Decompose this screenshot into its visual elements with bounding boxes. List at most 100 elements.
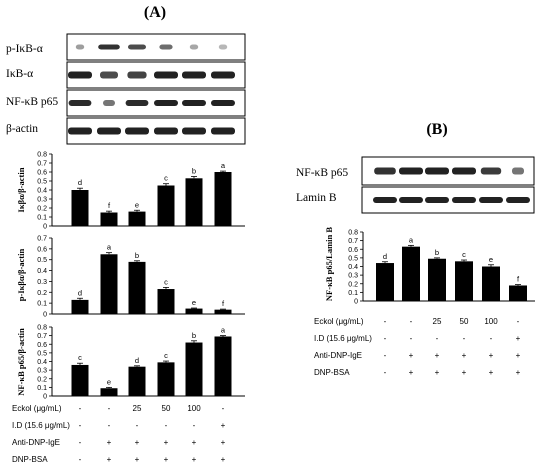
chart4-ylabel: NF-κB p65/Lamin B xyxy=(324,227,334,301)
blot-band xyxy=(189,44,199,50)
condition-value: + xyxy=(221,455,226,464)
chart-p-ikba: 0 0.1 0.2 0.3 0.4 0.5 0.6 0.7 d a b c e f xyxy=(37,236,245,319)
significance-letter: f xyxy=(222,299,225,308)
bar xyxy=(455,261,473,301)
chart-nfkb-b: 0 0.1 0.20.3 0.4 0.50.6 0.70.8 d a b c e f xyxy=(348,230,535,306)
condition-value: + xyxy=(164,438,169,447)
condition-value: - xyxy=(108,404,111,413)
y-tick-label: 0.4 xyxy=(348,264,358,271)
blot-band xyxy=(182,127,206,135)
condition-value: - xyxy=(384,334,387,343)
chart3-ylabel: NF-κB p65/β-actin xyxy=(16,328,26,396)
significance-letter: e xyxy=(135,200,139,209)
y-tick-label: 0.2 xyxy=(37,290,47,297)
bar xyxy=(509,285,527,301)
significance-letter: b xyxy=(192,331,196,340)
significance-letter: b xyxy=(435,248,439,257)
condition-value: + xyxy=(221,421,226,430)
y-tick-label: 0.2 xyxy=(37,376,47,383)
blot-frame-p-ikba xyxy=(66,33,246,61)
blot-band xyxy=(154,100,178,106)
condition-value: - xyxy=(79,438,82,447)
bar xyxy=(71,364,89,396)
significance-letter: c xyxy=(164,277,168,286)
condition-value: + xyxy=(489,351,494,360)
bar xyxy=(128,261,146,314)
blot-label-b-actin: β-actin xyxy=(6,123,38,135)
y-tick-label: 0 xyxy=(43,394,47,401)
chart-nfkb-a: 0 0.1 0.20.3 0.4 0.50.6 0.70.8 c e d c b a xyxy=(37,325,245,401)
y-tick-label: 0.6 xyxy=(37,342,47,349)
y-tick-label: 0.7 xyxy=(37,161,47,168)
significance-letter: c xyxy=(462,250,466,259)
bar xyxy=(185,308,203,314)
significance-letter: f xyxy=(108,201,111,210)
conditions-table-b: Eckol (μg/mL) - - 25 50 100 - I.D (15.6 μg/mL) -… xyxy=(314,317,521,377)
blot-band xyxy=(399,197,423,203)
y-tick-label: 0 xyxy=(43,224,47,231)
condition-value: - xyxy=(79,455,82,464)
chart1-ylabel: Iκβα/β-actin xyxy=(16,167,26,212)
blot-band xyxy=(211,100,235,106)
blot-band xyxy=(211,71,235,79)
bar xyxy=(100,212,118,226)
condition-value: + xyxy=(192,438,197,447)
condition-value: 25 xyxy=(433,317,442,326)
bar xyxy=(402,246,420,301)
blot-band xyxy=(512,167,524,175)
blot-band xyxy=(75,44,85,50)
y-tick-label: 0.1 xyxy=(37,215,47,222)
condition-value: + xyxy=(462,368,467,377)
chart-ikba: 0 0.1 0.2 0.3 0.4 0.5 0.6 0.7 0.8 d f e c b a xyxy=(37,152,245,231)
condition-value: 100 xyxy=(187,404,201,413)
bar xyxy=(100,388,118,396)
condition-value: + xyxy=(135,438,140,447)
y-tick-label: 0.1 xyxy=(37,385,47,392)
y-tick-label: 0.6 xyxy=(37,246,47,253)
y-tick-label: 0.4 xyxy=(37,188,47,195)
blot-band xyxy=(373,197,397,203)
panel-b-label: (B) xyxy=(426,121,447,138)
blot-label-b-nfkb: NF-κB p65 xyxy=(296,167,348,179)
condition-value: + xyxy=(489,368,494,377)
condition-value: 25 xyxy=(133,404,142,413)
condition-value: - xyxy=(108,421,111,430)
y-tick-label: 0.8 xyxy=(348,230,358,237)
significance-letter: f xyxy=(517,275,520,284)
y-tick-label: 0.3 xyxy=(37,197,47,204)
bar xyxy=(214,336,232,396)
condition-value: - xyxy=(490,334,493,343)
blot-band xyxy=(97,127,121,135)
bar xyxy=(128,211,146,226)
significance-letter: d xyxy=(383,252,387,261)
y-tick-label: 0.4 xyxy=(37,268,47,275)
significance-letter: c xyxy=(78,353,82,362)
y-tick-label: 0.6 xyxy=(348,247,358,254)
condition-value: - xyxy=(136,421,139,430)
condition-value: - xyxy=(517,317,520,326)
bar xyxy=(157,362,175,396)
y-tick-label: 0 xyxy=(43,312,47,319)
blot-band xyxy=(128,44,146,50)
blot-band xyxy=(452,197,476,203)
condition-label: I.D (15.6 μg/mL) xyxy=(12,421,70,430)
bar xyxy=(128,366,146,396)
significance-letter: e xyxy=(192,298,196,307)
condition-value: + xyxy=(107,455,112,464)
condition-value: + xyxy=(107,438,112,447)
condition-value: + xyxy=(516,368,521,377)
y-tick-label: 0.5 xyxy=(37,179,47,186)
bar xyxy=(71,299,89,314)
significance-letter: a xyxy=(221,326,226,335)
panel-a-label: (A) xyxy=(144,4,166,21)
y-tick-label: 0.1 xyxy=(348,290,358,297)
condition-label: Anti-DNP-IgE xyxy=(314,351,362,360)
blot-band xyxy=(125,127,149,135)
condition-value: - xyxy=(436,334,439,343)
bar xyxy=(185,342,203,396)
condition-value: + xyxy=(409,368,414,377)
condition-value: - xyxy=(410,334,413,343)
condition-value: + xyxy=(135,455,140,464)
condition-value: - xyxy=(193,421,196,430)
